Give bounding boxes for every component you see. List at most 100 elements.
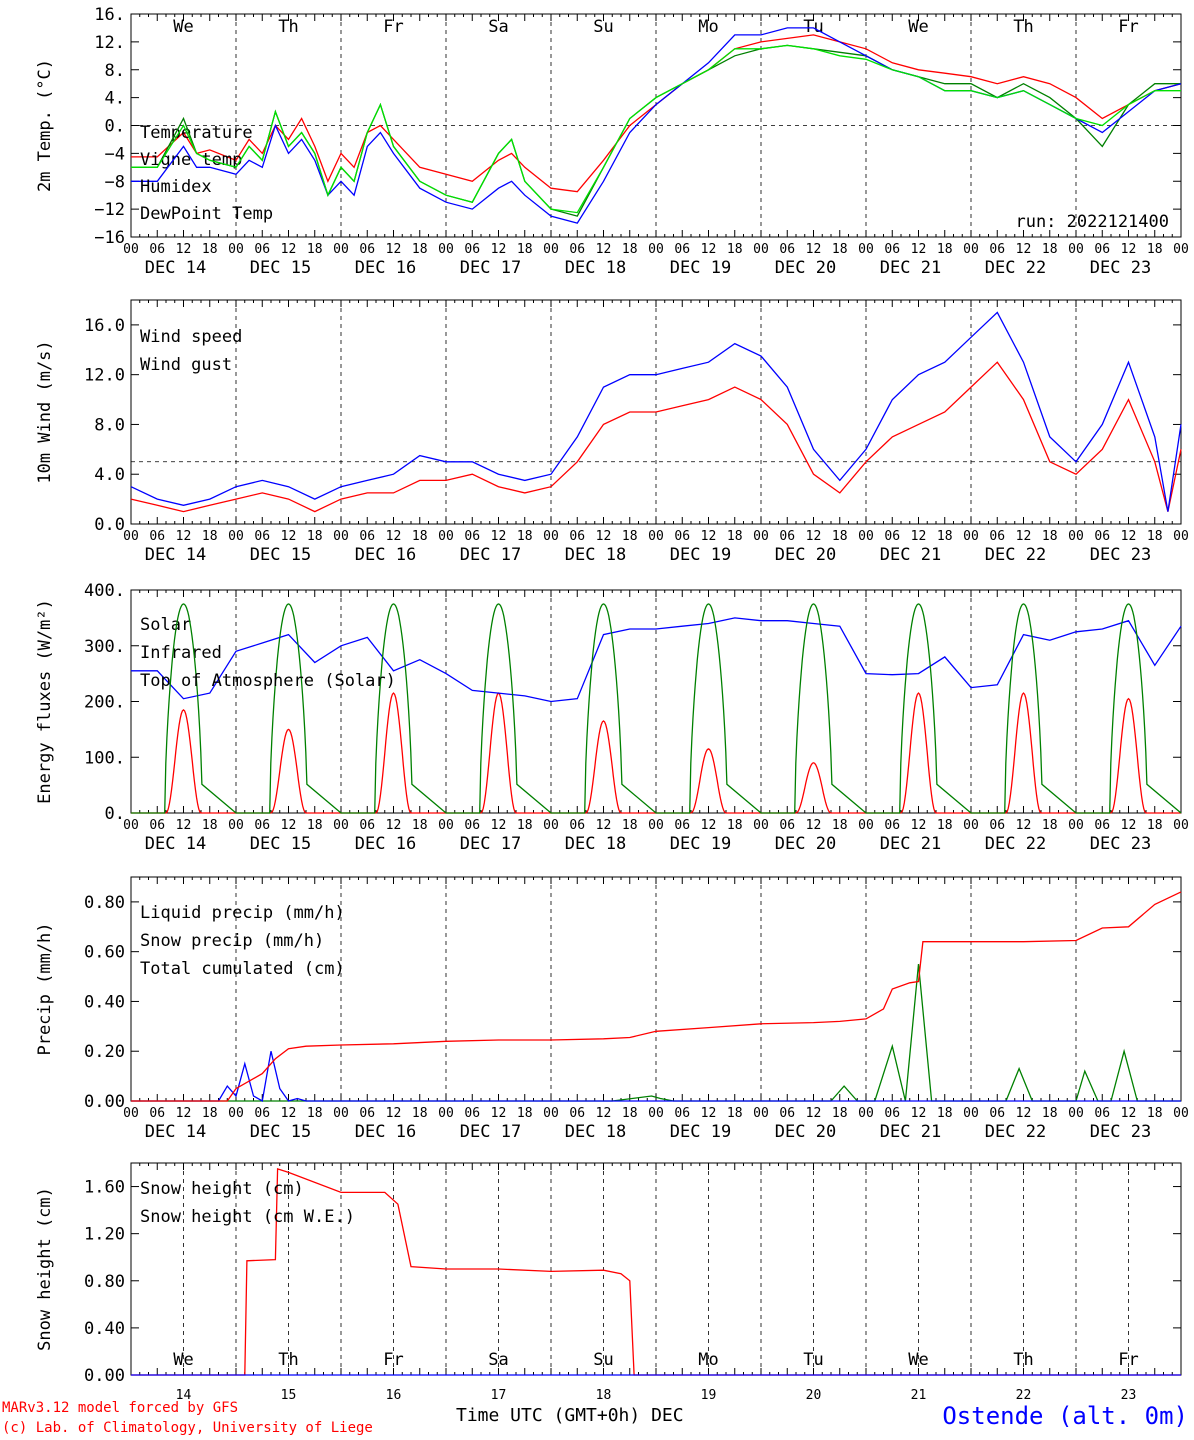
hour-tick-label: 12 bbox=[806, 529, 822, 544]
series-line-infrared bbox=[131, 617, 1182, 703]
hour-tick-label: 00 bbox=[753, 818, 769, 833]
y-axis-label: Precip (mm/h) bbox=[35, 922, 55, 1055]
hour-tick-label: 06 bbox=[779, 818, 795, 833]
legend-entry: Total cumulated (cm) bbox=[140, 959, 345, 979]
hour-tick-label: 12 bbox=[596, 1106, 612, 1121]
date-label: DEC 19 bbox=[670, 258, 731, 278]
hour-tick-label: 12 bbox=[911, 818, 927, 833]
date-label: DEC 16 bbox=[355, 1122, 416, 1142]
hour-tick-label: 06 bbox=[884, 818, 900, 833]
hour-tick-label: 12 bbox=[386, 529, 402, 544]
legend-entry: Snow height (cm W.E.) bbox=[140, 1207, 355, 1227]
y-axis-label: 10m Wind (m/s) bbox=[35, 340, 55, 483]
hour-tick-label: 00 bbox=[858, 818, 874, 833]
weekday-label: Tu bbox=[803, 17, 823, 37]
run-label: run: 2022121400 bbox=[1015, 212, 1169, 232]
hour-tick-label: 00 bbox=[333, 1106, 349, 1121]
date-label: DEC 14 bbox=[145, 258, 206, 278]
hour-tick-label: 06 bbox=[674, 242, 690, 257]
weekday-label: Fr bbox=[1118, 17, 1138, 37]
y-tick-label: −12 bbox=[94, 200, 125, 220]
hour-tick-label: 18 bbox=[1147, 529, 1163, 544]
day-number-label: 22 bbox=[1016, 1388, 1032, 1403]
day-number-label: 16 bbox=[386, 1388, 402, 1403]
series-line-top-of-atmosphere-solar- bbox=[131, 603, 1182, 814]
hour-tick-label: 18 bbox=[727, 818, 743, 833]
date-label: DEC 14 bbox=[145, 545, 206, 565]
date-label: DEC 23 bbox=[1090, 1122, 1151, 1142]
weekday-label: Fr bbox=[1118, 1350, 1138, 1370]
hour-tick-label: 12 bbox=[911, 1106, 927, 1121]
hour-tick-label: 00 bbox=[1173, 818, 1189, 833]
weekday-label: Th bbox=[1013, 17, 1033, 37]
hour-tick-label: 00 bbox=[543, 818, 559, 833]
hour-tick-label: 00 bbox=[648, 818, 664, 833]
hour-tick-label: 18 bbox=[412, 818, 428, 833]
hour-tick-label: 00 bbox=[648, 529, 664, 544]
hour-tick-label: 18 bbox=[517, 242, 533, 257]
y-tick-label: 400. bbox=[84, 581, 125, 601]
hour-tick-label: 00 bbox=[438, 818, 454, 833]
hour-tick-label: 18 bbox=[202, 529, 218, 544]
hour-tick-label: 00 bbox=[228, 529, 244, 544]
date-label: DEC 20 bbox=[775, 258, 836, 278]
hour-tick-label: 06 bbox=[569, 242, 585, 257]
date-label: DEC 23 bbox=[1090, 258, 1151, 278]
hour-tick-label: 12 bbox=[1121, 1106, 1137, 1121]
day-number-label: 21 bbox=[911, 1388, 927, 1403]
panel-snow: 1.60 1.20 0.80 0.40 0.00 Snow height (cm) 14 We… bbox=[35, 1162, 1182, 1403]
hour-tick-label: 12 bbox=[176, 529, 192, 544]
hour-tick-label: 06 bbox=[884, 529, 900, 544]
date-label: DEC 23 bbox=[1090, 545, 1151, 565]
hour-tick-label: 18 bbox=[202, 1106, 218, 1121]
hour-tick-label: 00 bbox=[1068, 818, 1084, 833]
hour-tick-label: 00 bbox=[858, 1106, 874, 1121]
hour-tick-label: 00 bbox=[1173, 529, 1189, 544]
hour-tick-label: 00 bbox=[333, 529, 349, 544]
hour-tick-label: 00 bbox=[858, 529, 874, 544]
weekday-label: Fr bbox=[383, 1350, 403, 1370]
date-label: DEC 21 bbox=[880, 545, 941, 565]
hour-tick-label: 18 bbox=[622, 1106, 638, 1121]
hour-tick-label: 00 bbox=[123, 818, 139, 833]
hour-tick-label: 12 bbox=[491, 818, 507, 833]
date-label: DEC 18 bbox=[565, 1122, 626, 1142]
hour-tick-label: 00 bbox=[228, 1106, 244, 1121]
hour-tick-label: 00 bbox=[753, 1106, 769, 1121]
date-label: DEC 22 bbox=[985, 834, 1046, 854]
day-number-label: 20 bbox=[806, 1388, 822, 1403]
weekday-label: Th bbox=[1013, 1350, 1033, 1370]
hour-tick-label: 18 bbox=[937, 529, 953, 544]
hour-tick-label: 18 bbox=[517, 529, 533, 544]
date-label: DEC 16 bbox=[355, 834, 416, 854]
hour-tick-label: 00 bbox=[123, 529, 139, 544]
y-tick-label: 0. bbox=[105, 804, 125, 824]
y-tick-label: 0.20 bbox=[84, 1042, 125, 1062]
hour-tick-label: 12 bbox=[806, 242, 822, 257]
legend-entry: DewPoint Temp bbox=[140, 204, 273, 224]
hour-tick-label: 12 bbox=[386, 818, 402, 833]
hour-tick-label: 00 bbox=[333, 818, 349, 833]
date-label: DEC 17 bbox=[460, 834, 521, 854]
hour-tick-label: 00 bbox=[333, 242, 349, 257]
hour-tick-label: 18 bbox=[307, 529, 323, 544]
legend-entry: Humidex bbox=[140, 177, 212, 197]
hour-tick-label: 18 bbox=[832, 242, 848, 257]
panel-flux: 400. 300. 200. 100. 0. Energy fluxes (W/m²) 00… bbox=[35, 581, 1189, 854]
credit-line-1: MARv3.12 model forced by GFS bbox=[2, 1400, 239, 1416]
hour-tick-label: 18 bbox=[727, 1106, 743, 1121]
y-tick-label: 300. bbox=[84, 637, 125, 657]
y-tick-label: 16.0 bbox=[84, 316, 125, 336]
credit-line-2: (c) Lab. of Climatology, University of L… bbox=[2, 1420, 373, 1436]
series-line-wind-speed bbox=[130, 361, 1182, 513]
hour-tick-label: 12 bbox=[176, 242, 192, 257]
date-label: DEC 15 bbox=[250, 258, 311, 278]
y-tick-label: 12. bbox=[94, 33, 125, 53]
hour-tick-label: 06 bbox=[569, 818, 585, 833]
y-axis-label: 2m Temp. (°C) bbox=[35, 59, 55, 192]
hour-tick-label: 00 bbox=[543, 529, 559, 544]
hour-tick-label: 18 bbox=[1042, 818, 1058, 833]
hour-tick-label: 06 bbox=[569, 1106, 585, 1121]
date-label: DEC 17 bbox=[460, 545, 521, 565]
day-number-label: 15 bbox=[281, 1388, 297, 1403]
